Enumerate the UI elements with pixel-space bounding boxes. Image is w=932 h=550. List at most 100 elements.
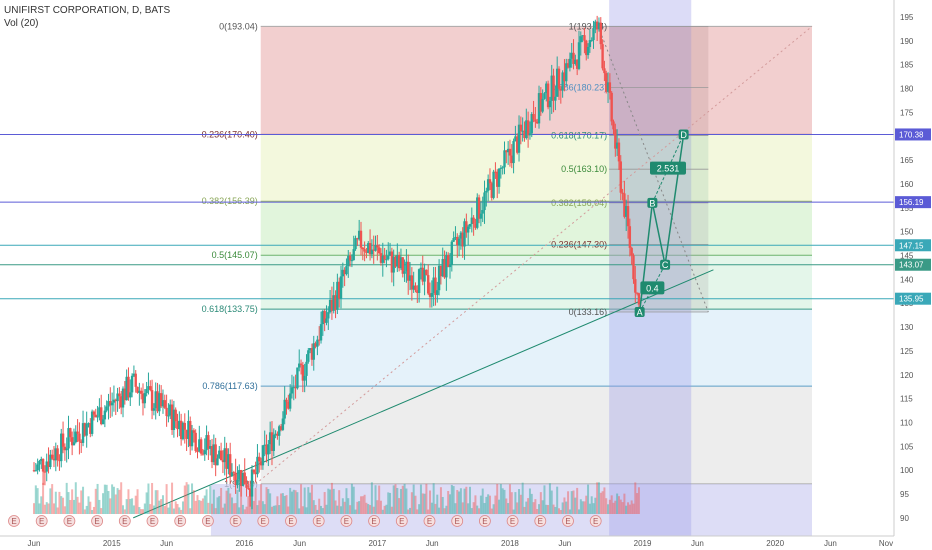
volume-bar [554, 506, 557, 514]
candle [47, 461, 50, 468]
candle [298, 363, 301, 368]
volume-bar [309, 492, 312, 514]
candle [250, 469, 254, 497]
volume-bar [56, 507, 59, 514]
candle [597, 22, 601, 30]
candle [285, 399, 288, 402]
time-axis-tick: 2017 [368, 539, 386, 548]
volume-bar [287, 506, 290, 514]
volume-bar [107, 491, 110, 514]
volume-bar [414, 495, 417, 514]
volume-bar [617, 496, 620, 514]
price-axis-badge-label: 156.19 [899, 198, 924, 207]
price-axis-tick: 190 [900, 37, 914, 46]
volume-bar [528, 488, 531, 514]
volume-bar [583, 501, 586, 514]
volume-bar [183, 485, 186, 514]
candle [78, 433, 81, 442]
volume-bar [272, 505, 275, 514]
candle [103, 410, 107, 420]
fib-level-label: 0.382(156.39) [202, 196, 258, 206]
earnings-marker-label: E [67, 517, 72, 526]
volume-bar [198, 500, 201, 514]
volume-bar [605, 498, 608, 514]
candle [221, 460, 225, 463]
volume-bar [109, 498, 112, 514]
volume-bar [398, 498, 401, 514]
volume-bar [574, 497, 577, 514]
volume-bar [223, 503, 226, 514]
candle [392, 256, 395, 273]
volume-bar [303, 487, 306, 514]
volume-bar [105, 484, 108, 514]
volume-bar [625, 505, 628, 514]
volume-bar [405, 488, 408, 514]
volume-bar [568, 509, 571, 514]
earnings-marker [423, 515, 436, 527]
candle [61, 433, 65, 447]
volume-bar [49, 488, 52, 514]
candle [167, 415, 170, 417]
candle [336, 281, 339, 310]
volume-bar [189, 508, 192, 514]
volume-bar [439, 487, 442, 514]
candle [425, 269, 428, 276]
candle [318, 339, 321, 341]
candle [626, 206, 630, 227]
volume-bar [187, 484, 190, 514]
earnings-marker [8, 515, 20, 527]
candle [594, 21, 597, 29]
candle [279, 426, 283, 430]
candle [439, 265, 443, 277]
candle [96, 416, 99, 418]
volume-bar [118, 489, 121, 514]
volume-bar [488, 495, 491, 514]
candle [337, 281, 341, 299]
candle [623, 193, 626, 217]
candle [356, 238, 359, 240]
volume-bar [172, 508, 175, 514]
candle [374, 245, 377, 251]
volume-bar [127, 489, 130, 514]
candle [412, 285, 415, 290]
fib-box-label: 0.236(147.30) [551, 240, 607, 250]
volume-bar [523, 506, 526, 514]
candle [149, 386, 152, 391]
candle [132, 373, 136, 376]
fib-box-label: 0(133.16) [569, 307, 608, 317]
candle [207, 435, 210, 449]
volume-bar [518, 489, 521, 514]
volume-bar [548, 483, 551, 514]
candle [74, 431, 77, 443]
candle [179, 420, 183, 440]
candle [261, 445, 265, 466]
candle [465, 221, 468, 233]
volume-bar [494, 495, 497, 514]
candle [463, 221, 466, 247]
volume-bar [496, 483, 499, 514]
candle [555, 68, 559, 97]
candle [94, 414, 97, 418]
volume-bar [403, 483, 406, 514]
candle [517, 124, 521, 153]
candle [38, 460, 41, 465]
candle [526, 120, 530, 136]
candle [334, 295, 337, 310]
candle [41, 458, 45, 472]
candle [130, 375, 134, 393]
candle [348, 255, 352, 261]
volume-bar [270, 506, 273, 514]
volume-bar [212, 489, 215, 514]
volume-bar [392, 485, 395, 514]
volume-bar [612, 502, 615, 514]
candle [81, 423, 85, 443]
volume-bar [250, 491, 253, 514]
candle [100, 407, 103, 425]
candle [321, 311, 325, 325]
candle [479, 213, 483, 219]
candle [434, 277, 437, 295]
volume-bar [34, 485, 37, 514]
volume-bar [607, 504, 610, 514]
volume-bar [530, 493, 533, 514]
